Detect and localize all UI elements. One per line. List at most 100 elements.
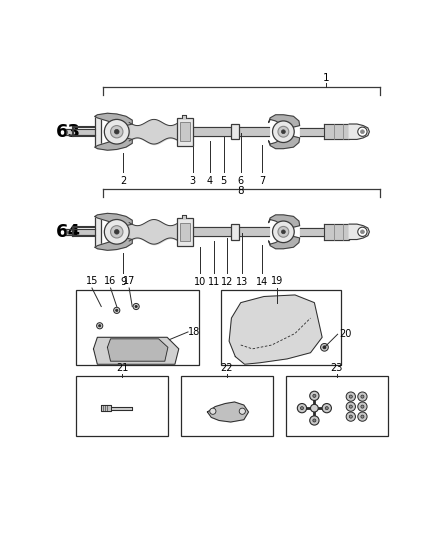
- Polygon shape: [229, 295, 322, 364]
- Polygon shape: [349, 224, 369, 239]
- Text: 23: 23: [331, 363, 343, 373]
- Bar: [177, 218, 193, 246]
- Circle shape: [358, 402, 367, 411]
- Circle shape: [272, 221, 294, 243]
- Circle shape: [239, 408, 245, 414]
- Polygon shape: [95, 213, 132, 225]
- Bar: [286, 376, 388, 436]
- Circle shape: [360, 130, 364, 134]
- Text: 1: 1: [323, 73, 329, 83]
- Circle shape: [282, 230, 285, 234]
- Text: 10: 10: [194, 277, 207, 287]
- Bar: [231, 124, 239, 140]
- Circle shape: [97, 322, 103, 329]
- Text: 3: 3: [190, 175, 196, 185]
- Bar: [95, 116, 101, 147]
- Circle shape: [113, 308, 120, 313]
- Text: 64: 64: [56, 223, 81, 241]
- Text: 14: 14: [256, 277, 268, 287]
- Circle shape: [349, 395, 352, 398]
- Text: 8: 8: [237, 185, 244, 196]
- Circle shape: [349, 415, 352, 418]
- Circle shape: [282, 130, 285, 134]
- Text: 12: 12: [221, 277, 233, 287]
- Text: 13: 13: [236, 277, 248, 287]
- Circle shape: [313, 419, 316, 422]
- Polygon shape: [101, 405, 110, 411]
- Circle shape: [323, 346, 326, 349]
- Text: 16: 16: [104, 277, 117, 287]
- Text: 6: 6: [238, 175, 244, 185]
- Circle shape: [346, 412, 356, 421]
- Text: 7: 7: [259, 175, 265, 185]
- Polygon shape: [107, 339, 168, 361]
- Bar: [231, 224, 239, 239]
- Polygon shape: [95, 113, 132, 126]
- Text: 2: 2: [120, 175, 126, 185]
- Circle shape: [358, 227, 367, 237]
- Circle shape: [360, 230, 364, 234]
- Text: 5: 5: [221, 175, 227, 185]
- Polygon shape: [95, 138, 132, 150]
- Circle shape: [311, 405, 318, 412]
- Circle shape: [210, 408, 216, 414]
- Circle shape: [99, 325, 101, 327]
- Polygon shape: [268, 136, 300, 149]
- Text: 22: 22: [221, 363, 233, 373]
- Circle shape: [297, 403, 307, 413]
- Circle shape: [358, 392, 367, 401]
- Bar: [221, 289, 342, 365]
- Circle shape: [278, 126, 289, 137]
- Text: 21: 21: [116, 363, 128, 373]
- Circle shape: [358, 412, 367, 421]
- Circle shape: [361, 405, 364, 408]
- Circle shape: [361, 395, 364, 398]
- Text: 4: 4: [207, 175, 213, 185]
- Circle shape: [310, 391, 319, 400]
- Circle shape: [104, 119, 129, 144]
- Bar: [77, 376, 168, 436]
- Bar: [95, 216, 101, 247]
- Bar: [181, 376, 272, 436]
- Circle shape: [133, 303, 139, 310]
- Circle shape: [114, 130, 119, 134]
- Text: 17: 17: [123, 277, 135, 287]
- Circle shape: [110, 225, 123, 238]
- Circle shape: [346, 392, 356, 401]
- Text: 19: 19: [271, 277, 283, 287]
- Circle shape: [116, 309, 118, 311]
- Circle shape: [349, 405, 352, 408]
- Text: 11: 11: [208, 277, 220, 287]
- Circle shape: [300, 407, 304, 410]
- Bar: [177, 118, 193, 146]
- Polygon shape: [268, 237, 300, 249]
- Text: 18: 18: [188, 327, 200, 337]
- Polygon shape: [268, 215, 300, 227]
- Text: 15: 15: [86, 277, 98, 287]
- Bar: [180, 223, 190, 241]
- Circle shape: [104, 220, 129, 244]
- Circle shape: [361, 415, 364, 418]
- Circle shape: [325, 407, 328, 410]
- Text: 63: 63: [56, 123, 81, 141]
- Circle shape: [322, 403, 332, 413]
- Polygon shape: [349, 124, 369, 140]
- Polygon shape: [268, 115, 300, 127]
- Circle shape: [135, 305, 137, 308]
- Circle shape: [313, 394, 316, 398]
- Polygon shape: [95, 238, 132, 251]
- Bar: [77, 289, 199, 365]
- Circle shape: [358, 127, 367, 136]
- Polygon shape: [208, 402, 248, 422]
- Circle shape: [110, 126, 123, 138]
- Circle shape: [114, 230, 119, 234]
- Circle shape: [321, 343, 328, 351]
- Polygon shape: [93, 337, 179, 364]
- Circle shape: [278, 227, 289, 237]
- Circle shape: [346, 402, 356, 411]
- Circle shape: [272, 121, 294, 142]
- Text: 20: 20: [339, 329, 352, 339]
- Circle shape: [310, 416, 319, 425]
- Bar: [180, 123, 190, 141]
- Text: 9: 9: [120, 277, 126, 287]
